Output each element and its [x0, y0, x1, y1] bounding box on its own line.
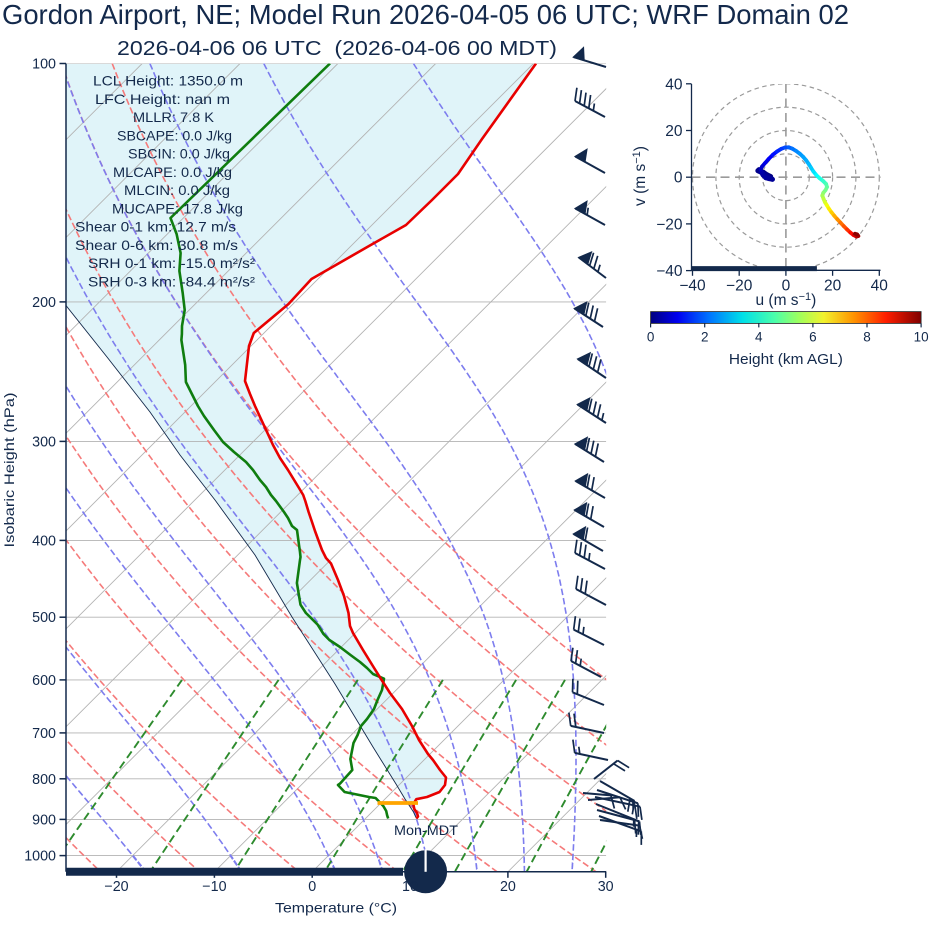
svg-text:SBCAPE: 0.0 J/kg: SBCAPE: 0.0 J/kg [117, 129, 232, 144]
svg-text:SRH 0-1 km: -15.0 m²/s²: SRH 0-1 km: -15.0 m²/s² [88, 256, 255, 271]
svg-text:10: 10 [402, 879, 418, 895]
svg-text:40: 40 [871, 277, 889, 294]
svg-text:−20: −20 [726, 277, 753, 294]
svg-text:4: 4 [755, 329, 763, 344]
svg-text:0: 0 [674, 170, 683, 187]
svg-text:LCL Height: 1350.0 m: LCL Height: 1350.0 m [93, 74, 243, 89]
svg-text:20: 20 [665, 123, 683, 140]
svg-text:SBCIN: 0.0 J/kg: SBCIN: 0.0 J/kg [128, 147, 230, 162]
svg-text:20: 20 [824, 277, 842, 294]
svg-text:Shear 0-1 km: 12.7 m/s: Shear 0-1 km: 12.7 m/s [75, 220, 236, 235]
svg-text:−20: −20 [656, 216, 683, 233]
svg-text:MUCAPE: 17.8 J/kg: MUCAPE: 17.8 J/kg [112, 202, 243, 217]
svg-text:400: 400 [32, 533, 56, 549]
svg-text:−40: −40 [679, 277, 706, 294]
svg-text:MLCIN: 0.0 J/kg: MLCIN: 0.0 J/kg [124, 183, 230, 198]
svg-text:700: 700 [32, 726, 56, 742]
svg-text:Mon-MDT: Mon-MDT [394, 823, 459, 838]
svg-text:Gordon Airport, NE; Model Run: Gordon Airport, NE; Model Run 2026-04-05… [2, 0, 849, 30]
svg-text:1000: 1000 [24, 849, 56, 865]
svg-text:MLCAPE: 0.0 J/kg: MLCAPE: 0.0 J/kg [113, 165, 232, 180]
svg-text:100: 100 [32, 57, 56, 73]
svg-text:−10: −10 [202, 879, 226, 895]
svg-text:SRH 0-3 km: -84.4 m²/s²: SRH 0-3 km: -84.4 m²/s² [88, 275, 255, 290]
svg-text:−40: −40 [656, 263, 683, 280]
svg-text:2: 2 [701, 329, 709, 344]
svg-text:30: 30 [598, 879, 614, 895]
svg-text:500: 500 [32, 610, 56, 626]
svg-text:200: 200 [32, 295, 56, 311]
svg-text:10: 10 [914, 329, 929, 344]
svg-text:0: 0 [308, 879, 316, 895]
svg-text:6: 6 [809, 329, 817, 344]
svg-text:2026-04-06 06 UTC (2026-04-06: 2026-04-06 06 UTC (2026-04-06 00 MDT) [117, 37, 557, 60]
svg-text:900: 900 [32, 812, 56, 828]
svg-text:Shear 0-6 km: 30.8 m/s: Shear 0-6 km: 30.8 m/s [75, 238, 238, 253]
svg-text:600: 600 [32, 673, 56, 689]
svg-text:300: 300 [32, 434, 56, 450]
svg-text:−20: −20 [104, 879, 128, 895]
svg-text:0: 0 [647, 329, 655, 344]
svg-text:LFC Height: nan m: LFC Height: nan m [95, 92, 230, 107]
svg-text:8: 8 [863, 329, 871, 344]
svg-text:Temperature (°C): Temperature (°C) [275, 901, 397, 916]
svg-text:Isobaric Height (hPa): Isobaric Height (hPa) [2, 393, 17, 548]
svg-text:Height (km AGL): Height (km AGL) [729, 352, 843, 368]
svg-text:20: 20 [500, 879, 516, 895]
svg-text:800: 800 [32, 772, 56, 788]
svg-text:40: 40 [665, 76, 683, 93]
svg-text:MLLR: 7.8 K: MLLR: 7.8 K [133, 110, 215, 125]
